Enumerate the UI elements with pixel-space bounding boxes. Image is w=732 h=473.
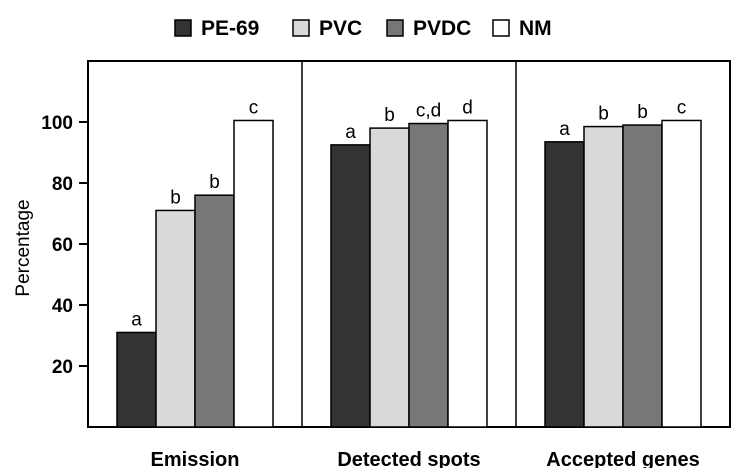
- x-category-label: Accepted genes: [546, 449, 699, 468]
- bar-pvdc-accepted-genes: [622, 124, 663, 428]
- significance-label: a: [131, 309, 142, 330]
- legend-swatch-pe-69: [174, 19, 192, 37]
- significance-label: a: [345, 122, 356, 143]
- y-tick-label: 100: [41, 113, 73, 134]
- significance-label: c,d: [416, 101, 441, 122]
- bar-pe-69-detected-spots: [330, 144, 371, 428]
- legend-swatch-nm: [492, 19, 510, 37]
- bar-pvc-detected-spots: [369, 127, 410, 428]
- bar-pe-69-emission: [116, 331, 157, 428]
- legend: PE-69 PVC PVDC NM: [174, 17, 552, 40]
- significance-label: b: [209, 172, 220, 193]
- y-axis-ticks: 20 40 60 80 100: [41, 113, 88, 378]
- bar-nm-emission: [233, 119, 274, 428]
- x-category-label: Detected spots: [337, 449, 480, 468]
- y-tick-label: 40: [52, 296, 73, 317]
- legend-label-nm: NM: [519, 17, 552, 40]
- bar-pvdc-emission: [194, 194, 235, 428]
- significance-label: a: [559, 119, 570, 140]
- bar-nm-accepted-genes: [661, 119, 702, 428]
- bars: [116, 119, 702, 428]
- legend-label-pvc: PVC: [319, 17, 362, 40]
- y-tick-label: 60: [52, 235, 73, 256]
- bar-pvdc-detected-spots: [408, 122, 449, 428]
- significance-label: c: [677, 97, 687, 118]
- legend-label-pe-69: PE-69: [201, 17, 259, 40]
- labels: a b b c Emission a b c,d d Detected spots a b b c Acce…: [131, 97, 699, 471]
- y-tick-label: 80: [52, 174, 73, 195]
- legend-label-pvdc: PVDC: [413, 17, 471, 40]
- legend-swatch-pvdc: [386, 19, 404, 37]
- x-category-label: Emission: [151, 449, 240, 468]
- bar-pe-69-accepted-genes: [544, 141, 585, 428]
- significance-label: c: [249, 97, 259, 118]
- legend-swatch-pvc: [292, 19, 310, 37]
- bar-pvc-accepted-genes: [583, 125, 624, 428]
- bar-pvc-emission: [155, 209, 196, 428]
- bar-nm-detected-spots: [447, 119, 488, 428]
- y-axis-label: Percentage: [13, 199, 34, 296]
- significance-label: b: [637, 102, 648, 123]
- significance-label: b: [384, 105, 395, 126]
- significance-label: b: [170, 187, 181, 208]
- significance-label: d: [462, 97, 473, 118]
- y-tick-label: 20: [52, 357, 73, 378]
- significance-label: b: [598, 104, 609, 125]
